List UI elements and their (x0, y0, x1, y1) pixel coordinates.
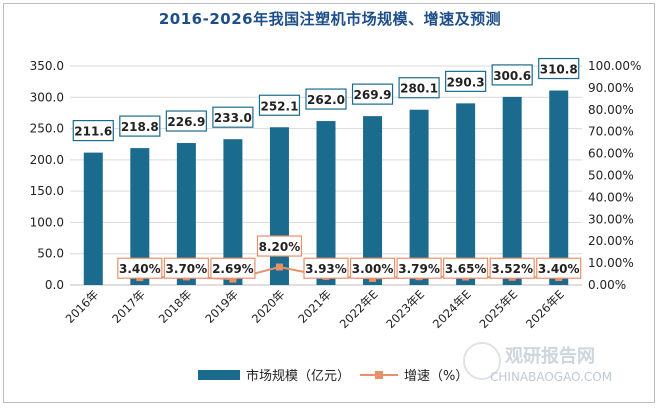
growth-label-box (210, 257, 256, 279)
bar-data-label: 269.9 (354, 88, 392, 102)
bar-label-box (258, 94, 301, 116)
y-left-tick-label: 100.0 (30, 215, 64, 229)
bar-data-label: 211.6 (74, 125, 112, 139)
growth-label-box (489, 257, 535, 279)
bar-label-box (538, 57, 580, 80)
growth-data-label: 3.79% (398, 262, 440, 276)
bar-data-label: 233.0 (214, 111, 252, 125)
growth-label-box (256, 235, 303, 257)
bar-label-box (119, 115, 161, 137)
bar (316, 121, 336, 285)
y-left-tick-label: 200.0 (30, 153, 64, 167)
y-right-tick-label: 40.00% (588, 190, 634, 204)
bar-data-label: 252.1 (260, 99, 298, 113)
bar (176, 143, 196, 285)
growth-label-box (396, 257, 442, 279)
growth-data-label: 3.40% (119, 262, 161, 276)
bar-data-label: 262.0 (307, 93, 345, 107)
growth-label-box (303, 257, 349, 279)
x-tick-label: 2018年 (156, 287, 195, 326)
y-right-tick-label: 20.00% (588, 234, 634, 248)
y-left-tick-label: 50.0 (37, 247, 64, 261)
bar-data-label: 280.1 (400, 82, 438, 96)
bar (549, 90, 569, 285)
growth-marker (229, 275, 237, 283)
y-left-tick-label: 150.0 (30, 184, 64, 198)
x-tick-label: 2017年 (109, 287, 148, 326)
legend-line-label: 增速（%） (404, 369, 468, 384)
bar (363, 116, 383, 285)
x-tick-label: 2020年 (249, 287, 288, 326)
x-tick-label: 2026年E (523, 287, 567, 331)
x-tick-label: 2022年E (337, 287, 381, 331)
y-right-tick-label: 60.00% (588, 147, 634, 161)
bar-data-label: 310.8 (540, 63, 578, 77)
bar (223, 139, 243, 285)
growth-label-box (349, 257, 396, 279)
legend-line-marker (375, 371, 383, 379)
y-right-tick-label: 70.00% (588, 125, 634, 139)
bar-data-label: 300.6 (493, 69, 531, 83)
bar-label-box (72, 119, 114, 142)
growth-data-label: 2.69% (212, 262, 254, 276)
bar (409, 109, 429, 285)
bar-data-label: 218.8 (121, 120, 159, 134)
bar (83, 152, 103, 285)
legend-bar-swatch (198, 370, 240, 380)
watermark-brand: 观研报告网 (505, 346, 595, 367)
bar-label-box (305, 88, 347, 110)
y-right-tick-label: 30.00% (588, 212, 634, 226)
bar-label-box (398, 77, 440, 99)
y-left-tick-label: 0.0 (45, 278, 64, 292)
chart-title: 2016-2026年我国注塑机市场规模、增速及预测 (158, 10, 502, 28)
growth-marker (275, 263, 283, 271)
bar-label-box (491, 64, 533, 86)
growth-label-box (163, 257, 209, 279)
bar-data-label: 226.9 (167, 115, 205, 129)
growth-data-label: 3.40% (538, 262, 580, 276)
y-right-tick-label: 50.00% (588, 169, 634, 183)
bar (456, 103, 476, 286)
growth-data-label: 3.93% (305, 262, 347, 276)
bar-label-box (165, 110, 207, 132)
growth-line (139, 266, 559, 281)
bar-label-box (445, 70, 487, 92)
x-tick-label: 2021年 (295, 287, 334, 326)
growth-label-box (536, 257, 582, 279)
y-right-tick-label: 80.00% (588, 103, 634, 117)
growth-data-label: 3.00% (352, 262, 394, 276)
y-right-tick-label: 10.00% (588, 256, 634, 270)
growth-data-label: 8.20% (259, 240, 301, 254)
growth-label-box (117, 257, 163, 279)
growth-data-label: 3.70% (166, 262, 208, 276)
x-tick-label: 2023年E (383, 287, 427, 331)
x-tick-label: 2016年 (63, 287, 102, 326)
x-tick-label: 2024年E (430, 287, 474, 331)
y-left-tick-label: 300.0 (30, 90, 64, 104)
y-right-tick-label: 0.00% (588, 278, 626, 292)
x-tick-label: 2019年 (202, 287, 241, 326)
bar (130, 148, 150, 285)
bar-label-box (351, 83, 394, 105)
bar-data-label: 290.3 (447, 75, 485, 89)
x-tick-label: 2025年E (476, 287, 520, 331)
y-right-tick-label: 100.00% (588, 59, 641, 73)
y-left-tick-label: 350.0 (30, 59, 64, 73)
growth-data-label: 3.52% (491, 262, 533, 276)
y-left-tick-label: 250.0 (30, 122, 64, 136)
y-right-tick-label: 90.00% (588, 81, 634, 95)
bar-label-box (212, 106, 254, 128)
growth-data-label: 3.65% (445, 262, 487, 276)
legend-bar-label: 市场规模（亿元） (246, 368, 350, 384)
growth-label-box (443, 257, 489, 279)
bar (269, 127, 289, 285)
watermark-logo-icon (463, 342, 501, 380)
bar (502, 96, 522, 286)
watermark-url: CHINABAOGAO.COM (490, 370, 613, 384)
